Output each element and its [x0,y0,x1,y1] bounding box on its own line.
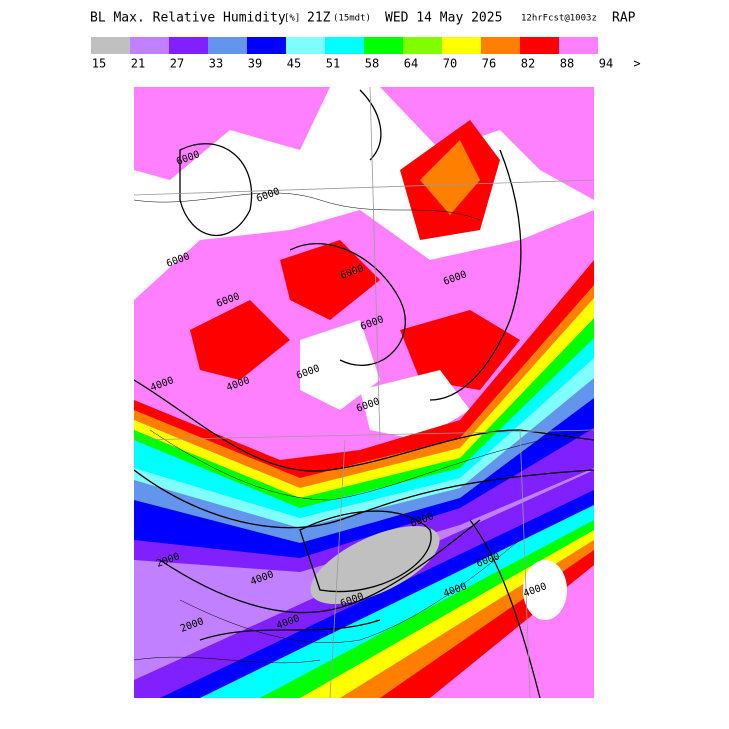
color-swatch [364,37,403,54]
title-time: 21Z [307,11,331,26]
humidity-area [523,560,567,620]
humidity-area [380,87,594,200]
humidity-area [310,526,440,604]
color-swatch [442,37,481,54]
colorbar-label: 45 [287,57,301,71]
colorbar-label: 58 [365,57,379,71]
contour-line [299,510,432,593]
title-unit: [%] [284,14,300,24]
colorbar-overflow: > [633,57,640,71]
contour-line [469,519,541,698]
colorbar-label: 39 [248,57,262,71]
contour-line [179,539,521,643]
humidity-area [280,240,380,320]
color-swatch [520,37,559,54]
title-date: WED 14 May 2025 [385,11,502,26]
colorbar-label: 94 [599,57,613,71]
border [519,429,531,698]
border [369,87,381,441]
color-swatch [169,37,208,54]
colorbar-label: 70 [443,57,457,71]
contour-line [199,619,381,641]
colorbar-label: 33 [209,57,223,71]
contour-line [134,379,594,472]
title-field: BL Max. Relative Humidity [90,11,286,26]
color-swatch [403,37,442,54]
colorbar-label: 64 [404,57,418,71]
title-local-time: (15mdt) [333,14,371,24]
colorbar-label: 88 [560,57,574,71]
color-swatch [91,37,130,54]
contour-line [359,89,382,161]
humidity-area [420,140,480,215]
border [134,179,594,196]
colorbar: 15 21 27 33 39 45 51 58 64 70 76 82 88 94 > [91,37,641,71]
title-forecast: 12hrFcst@1003z [521,14,597,24]
humidity-area [190,300,290,380]
contour-line [149,429,594,501]
colorbar-label: 15 [92,57,106,71]
color-swatch [286,37,325,54]
colorbar-label: 82 [521,57,535,71]
humidity-area [400,310,520,390]
colorbar-label: 21 [131,57,145,71]
contour-line [134,656,321,664]
contours [134,89,594,698]
color-swatch [247,37,286,54]
title-model: RAP [612,11,636,26]
humidity-area [360,370,470,440]
colorbar-label: 76 [482,57,496,71]
contour-line [159,519,481,614]
humidity-area [300,320,380,410]
header: BL Max. Relative Humidity [%] 21Z (15mdt… [90,11,636,26]
color-swatch [208,37,247,54]
color-swatch [481,37,520,54]
border [329,439,346,698]
contour-line [179,143,253,237]
colorbar-label: 27 [170,57,184,71]
contour-line [289,243,406,366]
colorbar-label: 51 [326,57,340,71]
border [134,429,594,441]
humidity-area [134,87,330,180]
color-swatch [130,37,169,54]
thin-contours [134,192,594,664]
state-borders [134,87,594,698]
color-swatch [325,37,364,54]
color-swatch [559,37,598,54]
contour-line [134,192,481,221]
contour-line [429,149,522,401]
